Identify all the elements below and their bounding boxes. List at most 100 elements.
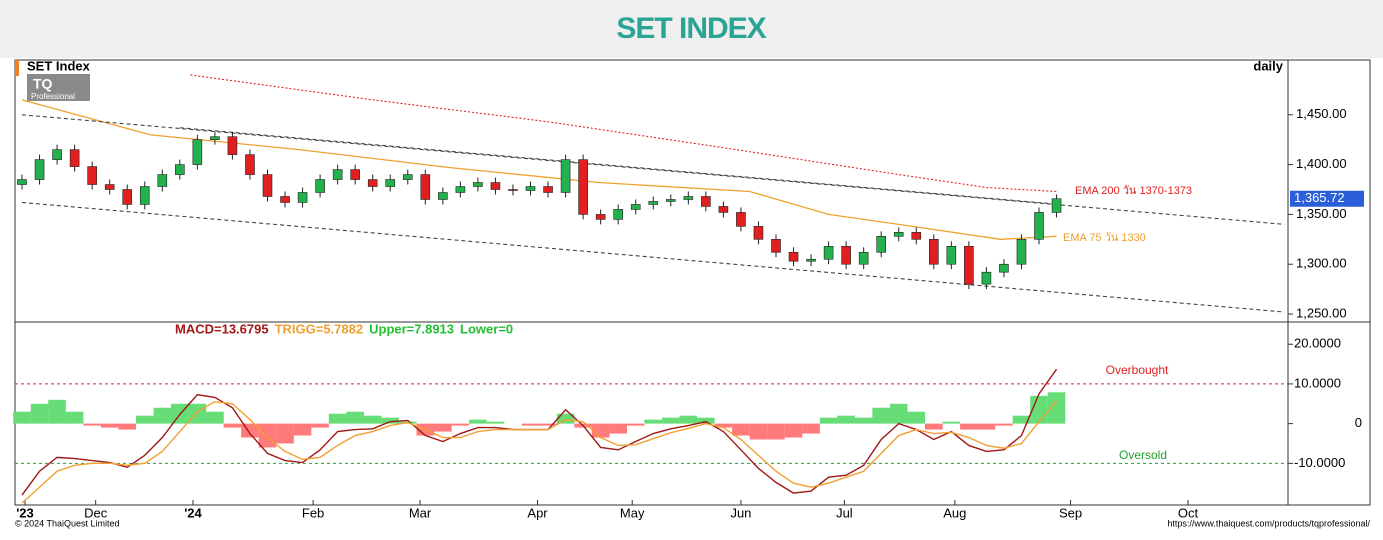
chart-subtitle: daily [1253,58,1283,73]
level-label: Overbought [1106,363,1169,377]
trend-line [179,127,1061,205]
candle-body [192,139,203,165]
x-tick-label: Dec [84,505,108,520]
histogram-bar [135,415,154,424]
histogram-bar [13,411,31,424]
candle-body [297,192,308,203]
last-price-label: 1,365.72 [1294,190,1345,205]
candle-body [929,239,939,265]
annotation: EMA 200 วัน 1370-1373 [1075,185,1192,197]
histogram-bar [960,423,978,430]
candle-body [17,179,27,185]
histogram-bar [837,415,855,424]
y-tick-label: 1,250.00 [1296,305,1347,320]
y-tick-label: 1,450.00 [1296,106,1347,121]
x-tick-label: Feb [302,505,324,520]
candle-body [122,189,133,205]
candle-body [701,196,711,207]
histogram-bar [539,423,557,426]
histogram-bar [153,407,172,424]
histogram-bar [258,423,277,448]
histogram-bar [100,423,119,428]
candle-body [543,186,553,193]
histogram-bar [819,417,838,424]
histogram-bar [451,423,470,426]
legend-item: TRIGG=5.7882 [275,321,364,336]
candle-body [630,204,641,210]
candle-body [981,271,992,285]
candle-body [87,166,97,185]
candle-body [262,174,273,197]
candle-body [893,232,904,237]
header-bar [0,0,1383,58]
histogram-bar [995,423,1013,426]
histogram-bar [749,423,768,440]
histogram-bar [854,417,873,424]
histogram-bar [626,423,645,426]
logo [27,74,90,101]
histogram-bar [925,423,943,430]
candle-body [508,189,518,191]
x-tick-label: '24 [184,505,202,520]
candle-body [718,206,729,213]
histogram-bar [381,417,400,424]
candle-body [34,159,45,180]
x-tick-label: May [620,505,645,520]
candle-body [911,232,922,240]
x-tick-label: Apr [527,505,548,520]
candle-body [683,196,694,200]
trend-line [21,201,1285,313]
histogram-bar [346,411,364,424]
candle-body [578,159,588,215]
y-tick-label: 1,400.00 [1296,156,1347,171]
y-tick-label: 1,350.00 [1296,206,1347,221]
candle-body [665,199,676,202]
histogram-bar [802,423,820,434]
histogram-bar [591,423,610,438]
histogram-bar [644,419,663,424]
logo-sub: Professional [31,92,75,101]
histogram-bar [311,423,329,428]
candle-body [1016,239,1027,265]
histogram-bar [714,423,733,428]
legend-item: Upper=7.8913 [369,321,454,336]
footer-right: https://www.thaiquest.com/products/tqpro… [1167,518,1370,528]
candle-body [438,192,448,200]
candle-body [104,184,115,190]
candle-body [560,159,571,193]
candle-body [175,164,185,175]
y-tick-label: 0 [1355,415,1362,430]
histogram-bar [188,403,207,424]
histogram-bar [889,403,908,424]
histogram-bar [732,423,750,436]
histogram-bar [65,411,84,424]
candle-body [402,174,413,180]
x-tick-label: Mar [409,505,432,520]
candle-body [157,174,168,187]
marker [15,60,19,76]
candle-body [332,169,343,180]
candle-body [823,245,834,260]
x-tick-label: Jul [836,505,853,520]
macd-pane [14,321,1371,506]
x-tick-label: Jun [730,505,751,520]
candle-body [964,245,974,285]
candle-body [455,186,466,193]
histogram-bar [767,423,785,440]
histogram-bar [679,415,698,424]
histogram-bar [872,407,891,424]
trend-line [21,99,1057,240]
last-price-box [1290,190,1364,207]
x-tick-label: Aug [943,505,966,520]
candle-body [613,209,623,220]
histogram-bar [1012,415,1031,424]
candle-body [736,212,746,227]
logo-text: TQ [33,76,53,92]
histogram-bar [661,417,680,424]
histogram-bar [83,423,101,426]
candle-body [245,154,255,175]
legend-item: Lower=0 [460,321,513,336]
level-label: Oversold [1119,448,1167,462]
histogram-bar [30,403,49,424]
